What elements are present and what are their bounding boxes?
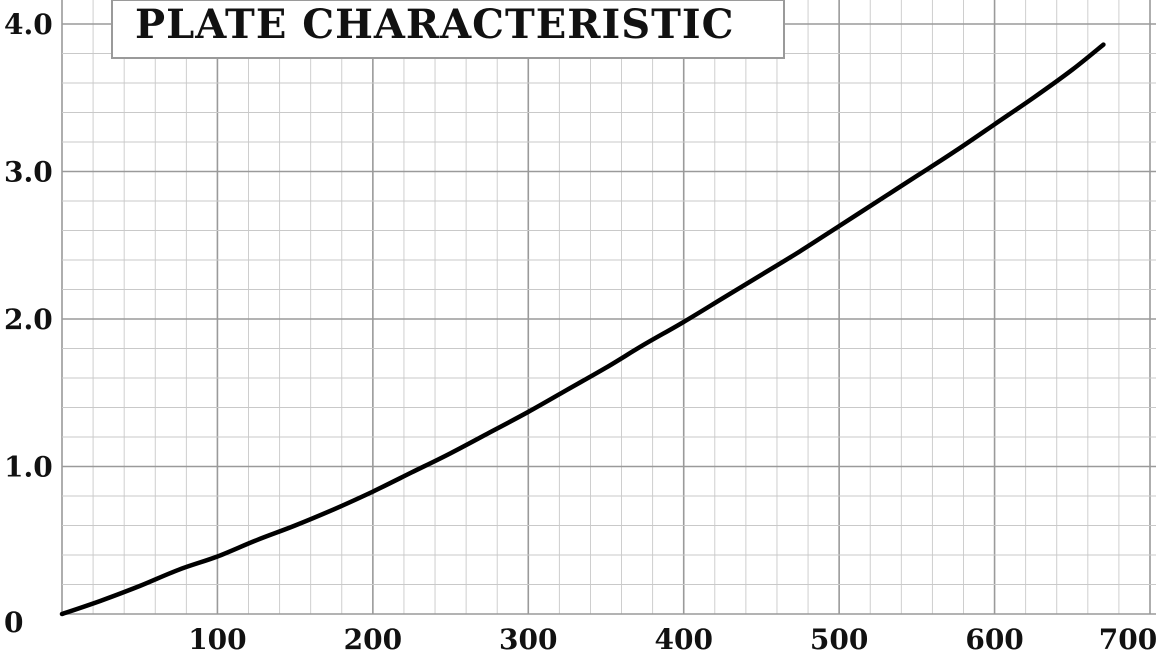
y-tick-label: 0 [4, 606, 23, 639]
x-tick-label: 400 [654, 623, 712, 656]
x-tick-label: 600 [965, 623, 1023, 656]
x-tick-label: 200 [344, 623, 402, 656]
grid [61, 0, 1156, 615]
series-line-0 [59, 42, 1106, 617]
y-tick-label: 2.0 [4, 303, 53, 336]
x-tick-label: 100 [188, 623, 246, 656]
y-tick-label: 4.0 [4, 8, 53, 41]
y-axis-tick-labels: 0 1.0 2.0 3.0 4.0 [4, 8, 53, 639]
curve-layer [59, 42, 1106, 617]
x-axis-tick-labels: 100 200 300 400 500 600 700 [188, 623, 1156, 656]
x-tick-label: 300 [499, 623, 557, 656]
title-box: PLATE CHARACTERISTIC [111, 0, 785, 59]
x-tick-label: 500 [810, 623, 868, 656]
chart-title: PLATE CHARACTERISTIC [135, 1, 734, 48]
y-tick-label: 1.0 [4, 451, 53, 484]
title-background [111, 0, 785, 59]
y-tick-label: 3.0 [4, 156, 53, 189]
x-tick-label: 700 [1099, 623, 1156, 656]
